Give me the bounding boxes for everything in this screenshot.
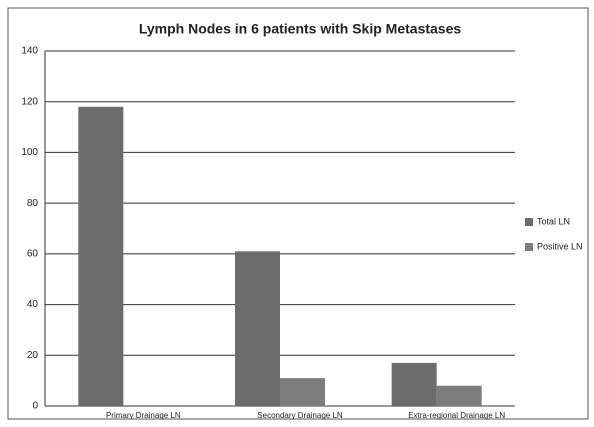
legend-swatch [525,218,533,226]
bar [280,378,325,406]
y-tick-label: 20 [27,350,39,361]
bar [235,251,280,406]
y-tick-label: 40 [27,299,39,310]
x-tick-label: Secondary Drainage LN [257,411,343,420]
legend-label: Total LN [537,216,570,226]
x-tick-label: Primary Drainage LN [106,411,181,420]
bar [391,362,437,406]
legend-swatch [525,243,533,251]
bar [78,106,124,407]
chart-title: Lymph Nodes in 6 patients with Skip Meta… [139,21,462,37]
y-tick-label: 140 [21,46,38,57]
y-tick-label: 100 [21,147,38,158]
y-tick-label: 60 [27,248,39,259]
y-tick-label: 0 [32,401,38,412]
legend-label: Positive LN [537,241,583,251]
x-tick-label: Extra-regional Drainage LN [408,411,505,420]
y-tick-label: 80 [27,198,39,209]
bar [436,385,482,406]
y-tick-label: 120 [21,96,38,107]
